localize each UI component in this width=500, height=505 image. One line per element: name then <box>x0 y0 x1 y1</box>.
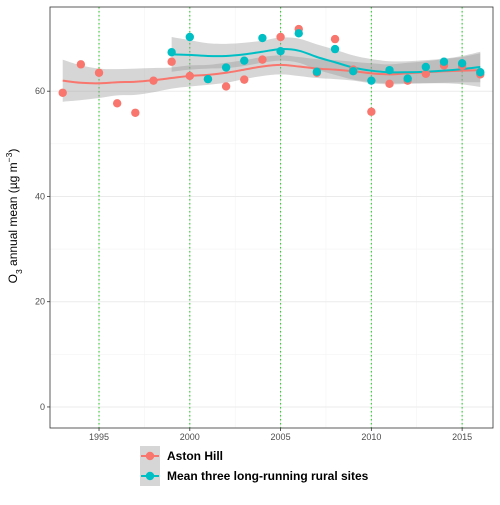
data-point <box>167 48 176 57</box>
x-tick-label: 2000 <box>180 432 200 442</box>
legend: Aston Hill Mean three long-running rural … <box>140 446 369 486</box>
data-point <box>112 99 122 108</box>
data-point <box>258 33 267 43</box>
plot-panel <box>50 7 493 428</box>
data-point <box>349 67 358 76</box>
panel-border <box>49 6 494 429</box>
legend-label: Aston Hill <box>167 449 223 463</box>
data-point <box>58 88 67 97</box>
plot-background <box>50 7 493 428</box>
y-tick-label: 60 <box>35 86 45 96</box>
axes: 1995 2000 2005 2010 2015 0 20 40 60 <box>35 6 494 442</box>
data-point <box>185 71 194 81</box>
data-point <box>276 47 285 56</box>
data-point <box>439 57 449 66</box>
x-tick-label: 1995 <box>89 432 109 442</box>
data-point <box>312 67 322 76</box>
x-tick-label: 2005 <box>271 432 291 442</box>
data-point <box>403 74 412 83</box>
legend-key-point <box>145 471 155 481</box>
y-tick-label: 20 <box>35 297 45 307</box>
y-tick-label: 40 <box>35 191 45 201</box>
data-point <box>221 63 231 72</box>
data-point <box>76 60 86 69</box>
data-point <box>221 82 231 91</box>
confidence-band <box>62 53 481 102</box>
data-point <box>94 68 104 77</box>
data-point <box>258 55 267 64</box>
data-point <box>457 59 467 68</box>
legend-key-point <box>145 451 155 461</box>
data-point <box>167 57 176 66</box>
data-point <box>476 68 485 77</box>
data-point <box>367 76 376 85</box>
data-point <box>149 76 158 85</box>
data-point <box>330 44 340 54</box>
data-point <box>131 108 140 117</box>
data-point <box>421 62 431 72</box>
data-point <box>294 29 303 38</box>
data-point <box>276 32 285 42</box>
data-point <box>385 79 394 89</box>
data-point <box>240 56 249 65</box>
x-tick-label: 2015 <box>452 432 472 442</box>
data-point <box>385 65 394 75</box>
legend-label: Mean three long-running rural sites <box>167 469 369 483</box>
data-point <box>240 75 249 84</box>
data-point <box>330 34 340 44</box>
data-point <box>185 32 194 42</box>
data-point <box>203 74 213 84</box>
x-tick-label: 2010 <box>361 432 381 442</box>
y-tick-label: 0 <box>40 402 45 412</box>
data-point <box>367 107 376 116</box>
y-axis-title: O3 annual mean (µg m−3) <box>4 149 24 284</box>
data-point <box>421 69 431 79</box>
data-points <box>58 24 485 117</box>
